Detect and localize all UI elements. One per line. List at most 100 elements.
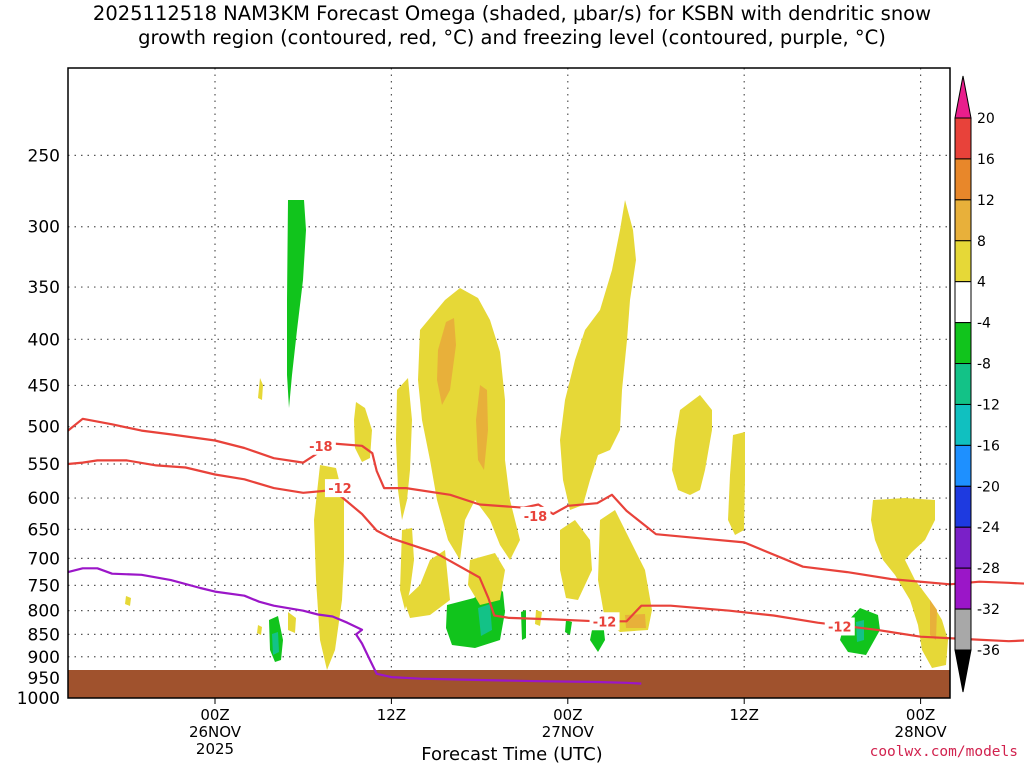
colorbar-swatch bbox=[954, 322, 972, 365]
colorbar-label: -32 bbox=[977, 602, 1000, 618]
colorbar-label: -8 bbox=[977, 357, 991, 373]
omega-shading bbox=[125, 200, 948, 670]
omega-region-green-1 bbox=[287, 200, 306, 408]
colorbar-label: 20 bbox=[977, 111, 995, 127]
omega-region-yellow-10 bbox=[728, 432, 745, 535]
y-tick-label: 800 bbox=[28, 602, 60, 622]
omega-region-amber-1 bbox=[437, 318, 456, 405]
omega-region-amber-4 bbox=[930, 600, 937, 640]
x-tick-label: 2025 bbox=[196, 740, 234, 758]
y-tick-label: 450 bbox=[28, 376, 60, 396]
ground-surface bbox=[68, 670, 950, 698]
contour-label-bg bbox=[824, 617, 855, 636]
y-tick-label: 400 bbox=[28, 330, 60, 350]
omega-region-yellow-11 bbox=[560, 520, 592, 600]
colorbar-label: -4 bbox=[977, 316, 991, 332]
colorbar-label: -24 bbox=[977, 520, 1000, 536]
omega-region-yellow-14 bbox=[258, 378, 263, 400]
colorbar-label: -16 bbox=[977, 438, 1000, 454]
plot-background bbox=[68, 68, 950, 698]
y-tick-label: 350 bbox=[28, 278, 60, 298]
colorbar-top-arrow bbox=[954, 75, 972, 119]
y-tick-label: 950 bbox=[28, 669, 60, 689]
contour-label: -18 bbox=[524, 510, 548, 525]
colorbar-swatch bbox=[954, 281, 972, 324]
colorbar-label: -12 bbox=[977, 397, 1000, 413]
y-tick-label: 700 bbox=[28, 549, 60, 569]
omega-region-yellow-15 bbox=[125, 596, 131, 606]
freezing-level-contour bbox=[67, 567, 642, 685]
colorbar-swatch bbox=[954, 444, 972, 487]
x-tick-label: 12Z bbox=[730, 706, 759, 724]
omega-region-yellow-4 bbox=[354, 402, 372, 462]
contour-labels: -18 -12 -18 -12 -12 bbox=[305, 436, 855, 636]
y-axis-labels: 250 300 350 400 450 500 550 600 650 700 750 800 850 9… bbox=[17, 146, 60, 709]
colorbar-swatch bbox=[954, 240, 972, 283]
omega-region-yellow-13 bbox=[871, 498, 948, 668]
colorbar-label: -20 bbox=[977, 479, 1000, 495]
colorbar: 20 16 12 8 4 -4 -8 -12 -16 -20 -24 -28 -32 -36 bbox=[954, 75, 1000, 693]
gridlines bbox=[68, 68, 950, 698]
omega-region-green-5 bbox=[565, 620, 572, 635]
colorbar-label: 12 bbox=[977, 193, 995, 209]
chart-title-line1: 2025112518 NAM3KM Forecast Omega (shaded… bbox=[92, 2, 932, 25]
colorbar-bottom-arrow bbox=[954, 649, 972, 693]
contour-label-bg bbox=[589, 612, 620, 631]
omega-region-yellow-12 bbox=[598, 510, 652, 632]
x-tick-label: 27NOV bbox=[542, 723, 595, 741]
colorbar-label: -36 bbox=[977, 643, 1000, 659]
omega-region-yellow-2 bbox=[560, 200, 636, 510]
colorbar-swatch bbox=[954, 403, 972, 446]
omega-region-yellow-6 bbox=[400, 528, 414, 610]
omega-region-teal-2 bbox=[478, 604, 492, 636]
x-tick-label: 00Z bbox=[200, 706, 229, 724]
y-tick-label: 250 bbox=[28, 146, 60, 166]
colorbar-swatch bbox=[954, 117, 972, 160]
colorbar-swatch bbox=[954, 485, 972, 528]
x-tick-label: 26NOV bbox=[189, 723, 242, 741]
y-tick-label: 600 bbox=[28, 489, 60, 509]
x-tick-label: 12Z bbox=[377, 706, 406, 724]
omega-region-teal-1 bbox=[272, 632, 279, 655]
omega-region-yellow-9 bbox=[672, 395, 712, 495]
y-tick-label: 850 bbox=[28, 625, 60, 645]
contour-label-bg bbox=[305, 436, 336, 455]
y-tick-label: 900 bbox=[28, 648, 60, 668]
omega-region-yellow-18 bbox=[257, 625, 262, 635]
colorbar-label: 8 bbox=[977, 234, 986, 250]
omega-region-teal-3 bbox=[856, 620, 864, 642]
credit-text: coolwx.com/models bbox=[869, 744, 1018, 760]
chart-title-line2: growth region (contoured, red, °C) and f… bbox=[138, 26, 886, 49]
omega-region-yellow-16 bbox=[288, 612, 296, 633]
colorbar-swatch bbox=[954, 567, 972, 610]
y-tick-label: 750 bbox=[28, 576, 60, 596]
x-tick-label: 28NOV bbox=[895, 723, 948, 741]
omega-region-amber-2 bbox=[476, 385, 488, 470]
y-tick-label: 500 bbox=[28, 418, 60, 438]
colorbar-swatch bbox=[954, 526, 972, 569]
colorbar-label: 16 bbox=[977, 152, 995, 168]
contour-label: -18 bbox=[309, 440, 333, 455]
omega-region-yellow-7 bbox=[404, 550, 450, 618]
contour-label: -12 bbox=[593, 615, 617, 630]
x-axis-title: Forecast Time (UTC) bbox=[421, 744, 603, 765]
colorbar-swatch bbox=[954, 199, 972, 242]
contour-label: -12 bbox=[328, 482, 352, 497]
colorbar-label: -28 bbox=[977, 561, 1000, 577]
y-tick-label: 300 bbox=[28, 218, 60, 238]
colorbar-swatch bbox=[954, 608, 972, 651]
colorbar-label: 4 bbox=[977, 275, 986, 291]
x-tick-label: 00Z bbox=[906, 706, 935, 724]
contour-label-bg bbox=[520, 506, 551, 525]
colorbar-swatch bbox=[954, 158, 972, 201]
contour-label-bg bbox=[324, 479, 355, 498]
omega-region-yellow-8 bbox=[468, 553, 505, 605]
y-tick-label: 1000 bbox=[17, 689, 60, 709]
y-tick-label: 550 bbox=[28, 455, 60, 475]
contour-label: -12 bbox=[828, 620, 852, 635]
colorbar-swatch bbox=[954, 363, 972, 405]
x-tick-label: 00Z bbox=[553, 706, 582, 724]
plot-frame bbox=[67, 67, 951, 699]
